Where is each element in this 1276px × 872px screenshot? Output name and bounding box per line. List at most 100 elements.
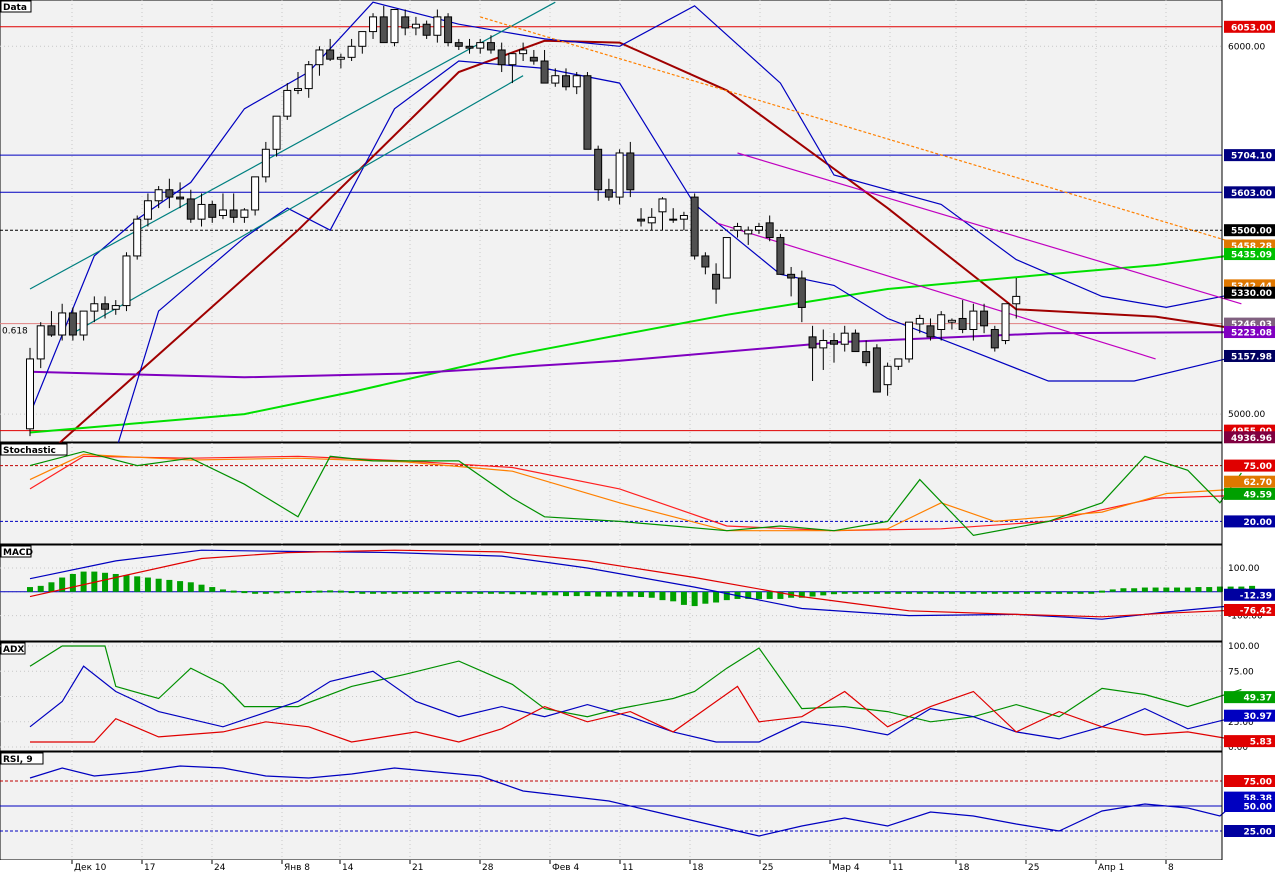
candle-body bbox=[304, 64, 313, 90]
candle-body bbox=[701, 255, 710, 268]
x-axis-bg bbox=[0, 860, 1276, 872]
x-label: 24 bbox=[214, 863, 226, 872]
macd-bar bbox=[841, 591, 848, 594]
price-tag-bg bbox=[1224, 286, 1275, 299]
macd-bar bbox=[584, 591, 591, 597]
candle-body bbox=[251, 176, 260, 211]
pane-title: Data bbox=[3, 3, 27, 13]
overlay-channel-purple-2 bbox=[715, 222, 1156, 360]
macd-bar bbox=[445, 591, 452, 594]
macd-bar bbox=[927, 591, 934, 594]
candle-body bbox=[197, 203, 206, 220]
overlay-trend-orange bbox=[480, 16, 1242, 246]
candle-body bbox=[240, 209, 249, 218]
price-tag: 25.00 bbox=[1244, 828, 1272, 838]
pane-0-frame bbox=[0, 0, 1223, 443]
macd-bar bbox=[252, 591, 259, 594]
price-tag: 49.59 bbox=[1244, 490, 1272, 500]
candle-body bbox=[765, 222, 774, 239]
x-label: 25 bbox=[1028, 863, 1039, 872]
pane-title: Stochastic bbox=[3, 446, 56, 456]
candle-body bbox=[154, 189, 163, 202]
x-label: 17 bbox=[144, 863, 155, 872]
price-tag: 5.83 bbox=[1250, 738, 1272, 748]
macd-bar bbox=[605, 591, 612, 597]
candle-body bbox=[133, 218, 142, 257]
candle-body bbox=[551, 75, 560, 84]
macd-bar bbox=[348, 591, 355, 594]
macd-bar bbox=[777, 591, 784, 599]
candle-body bbox=[540, 60, 549, 84]
candle-body bbox=[712, 273, 721, 290]
macd-bar bbox=[209, 587, 216, 592]
macd-bar bbox=[970, 591, 977, 594]
candle-body bbox=[583, 75, 592, 150]
price-tag: 5458.28 bbox=[1231, 242, 1272, 252]
macd-bar bbox=[102, 572, 109, 592]
candle-body bbox=[476, 42, 485, 49]
candle-body bbox=[722, 237, 731, 279]
price-tag: 5330.00 bbox=[1231, 289, 1272, 299]
macd-bar bbox=[316, 590, 323, 593]
macd-bar bbox=[831, 591, 837, 595]
candle-body bbox=[336, 56, 345, 60]
macd-bar bbox=[1174, 587, 1181, 592]
x-label: 11 bbox=[892, 863, 903, 872]
price-tag: 4936.96 bbox=[1231, 434, 1272, 444]
candle-body bbox=[111, 305, 120, 310]
candle-body bbox=[47, 325, 56, 336]
candle-body bbox=[894, 358, 903, 367]
overlay-sma-red bbox=[29, 39, 1242, 471]
macd-bar bbox=[134, 576, 141, 592]
macd-bar bbox=[455, 591, 462, 594]
candle-body bbox=[283, 89, 292, 117]
overlay-bb-lower bbox=[30, 60, 1242, 452]
macd-bar bbox=[906, 591, 913, 594]
price-tag-bg bbox=[1224, 224, 1275, 237]
macd-bar bbox=[552, 591, 559, 596]
macd-bar bbox=[884, 591, 891, 594]
x-label: Янв 8 bbox=[284, 863, 310, 872]
candle-body bbox=[830, 340, 838, 345]
macd-bar bbox=[380, 591, 387, 594]
candle-body bbox=[990, 329, 999, 349]
macd-bar bbox=[241, 591, 248, 594]
price-tag: 5246.03 bbox=[1231, 320, 1272, 330]
macd-bar bbox=[1109, 589, 1116, 592]
macd-bar bbox=[1077, 591, 1084, 594]
macd-bar bbox=[198, 584, 205, 592]
macd-bar bbox=[1056, 591, 1063, 594]
macd-bar bbox=[1195, 587, 1202, 592]
price-tag: 62.70 bbox=[1244, 478, 1272, 488]
candle-body bbox=[947, 319, 956, 323]
candle-body bbox=[519, 49, 528, 55]
candle-body bbox=[647, 216, 656, 224]
candle-body bbox=[797, 277, 806, 308]
macd-bar bbox=[284, 591, 291, 594]
candle-body bbox=[572, 75, 581, 88]
price-tag-bg bbox=[1224, 691, 1275, 704]
macd-bar bbox=[123, 575, 130, 592]
macd-bar bbox=[798, 591, 805, 598]
macd-bar bbox=[863, 591, 870, 594]
candle-body bbox=[68, 312, 77, 336]
price-tag: 20.00 bbox=[1244, 518, 1272, 528]
tick-label: 6000.00 bbox=[1228, 42, 1265, 52]
x-label: Мар 4 bbox=[832, 863, 860, 872]
macd-bar bbox=[948, 591, 955, 594]
indicator-line-0 bbox=[29, 765, 1242, 837]
tick-label: -100.00 bbox=[1228, 612, 1263, 622]
candle-body bbox=[905, 321, 914, 360]
macd-bar bbox=[509, 591, 516, 595]
macd-bar bbox=[766, 591, 773, 599]
macd-bar bbox=[498, 591, 505, 594]
price-tag: 5223.08 bbox=[1231, 329, 1272, 339]
candle-body bbox=[465, 45, 474, 49]
pane-title: RSI, 9 bbox=[3, 755, 33, 765]
macd-bar bbox=[616, 591, 623, 597]
macd-bar bbox=[487, 591, 494, 594]
macd-bar bbox=[820, 591, 827, 596]
macd-bar bbox=[1184, 587, 1191, 592]
price-tag-bg bbox=[1224, 588, 1275, 601]
